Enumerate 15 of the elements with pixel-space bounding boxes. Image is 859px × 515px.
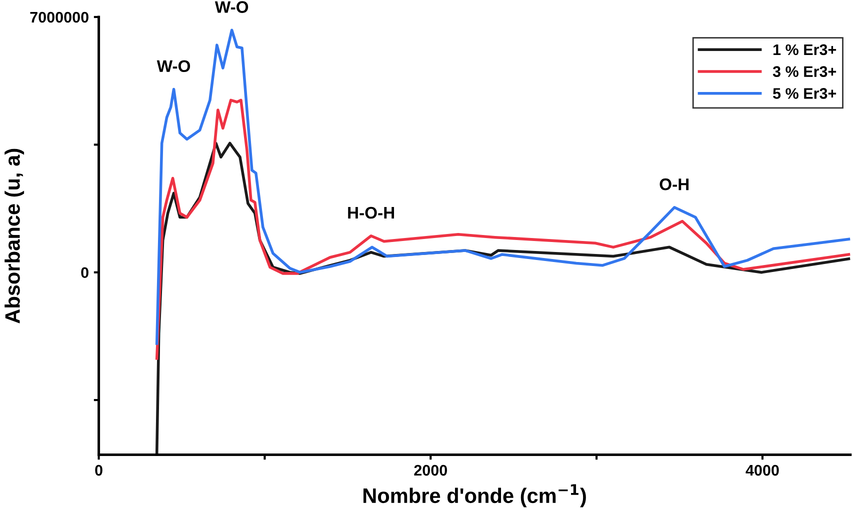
x-tick-label: 4000 (746, 464, 779, 476)
line-series (155, 98, 850, 360)
x-axis-title: Nombre d'onde (cm$^{−1}$) (363, 484, 586, 508)
line-series (155, 28, 850, 345)
annotation: W-O (214, 1, 248, 13)
y-tick-label: 7000000 (30, 12, 88, 23)
annotation: W-O (156, 60, 190, 72)
legend-label: 1 % Er3+ (773, 44, 836, 56)
legend-label: 5 % Er3+ (773, 88, 836, 99)
y-axis-title: Absorbance (u, a) (4, 148, 24, 324)
legend-label: 3 % Er3+ (772, 66, 836, 77)
annotation: H-O-H (348, 206, 394, 219)
x-tick-label: 0 (95, 464, 102, 476)
x-tick-label: 2000 (414, 464, 447, 476)
annotation: O-H (660, 178, 689, 190)
